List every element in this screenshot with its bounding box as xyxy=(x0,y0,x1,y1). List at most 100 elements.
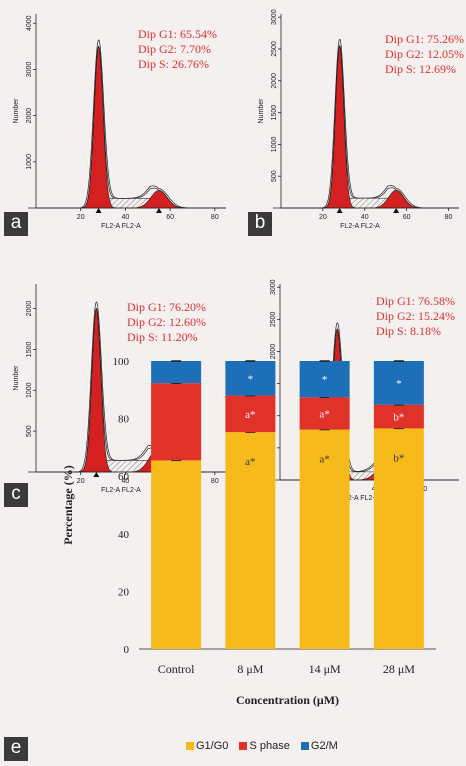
x-tick-label-c-0: 20 xyxy=(77,478,85,485)
y-tick-label-c-2: 1500 xyxy=(26,342,33,358)
x-axis-label-c: FL2-A FL2-A xyxy=(101,487,141,494)
y-tick-label-b-0: 500 xyxy=(271,170,278,182)
histogram-b-svg: 500 1000 1500 2000 2500 3000 20 40 60 80 FL2-A FL2… xyxy=(258,9,459,230)
bar-annotation-0-1: a* xyxy=(245,456,255,468)
bar-0-1 xyxy=(225,432,276,649)
bar-0-0 xyxy=(151,460,202,649)
x-tick-label-a-2: 60 xyxy=(166,214,174,221)
bar-annotation-2-2: * xyxy=(322,374,328,386)
bar-y-tick-label-0: 0 xyxy=(124,644,130,656)
bar-2-3 xyxy=(373,361,424,405)
panel-letter-e: e xyxy=(4,737,28,761)
x-tick-label-b-3: 80 xyxy=(445,214,453,221)
x-tick-label-a-1: 40 xyxy=(122,214,130,221)
legend-swatch-g1 xyxy=(186,742,194,751)
bar-annotation-1-2: a* xyxy=(319,408,329,420)
peak-marker-b-0 xyxy=(336,208,343,213)
stat-g2-b: Dip G2: 12.05% xyxy=(385,47,464,61)
x-tick-label-b-0: 20 xyxy=(319,214,327,221)
x-axis-label-a: FL2-A FL2-A xyxy=(101,223,141,230)
peak-marker-a-1 xyxy=(155,208,162,213)
y-tick-label-b-3: 2000 xyxy=(271,73,278,89)
peak-marker-a-0 xyxy=(95,208,102,213)
x-tick-label-c-3: 80 xyxy=(211,478,219,485)
bar-category-label-3: 28 μM xyxy=(383,662,415,676)
histogram-panel-b: 500 1000 1500 2000 2500 3000 20 40 60 80 FL2-A FL2… xyxy=(233,0,466,240)
y-tick-label-d-4: 2500 xyxy=(270,311,277,327)
bar-y-tick-label-2: 40 xyxy=(118,529,130,541)
y-tick-label-a-0: 1000 xyxy=(26,154,33,170)
stat-g2-d: Dip G2: 15.24% xyxy=(376,309,455,323)
y-tick-label-a-3: 4000 xyxy=(26,15,33,31)
legend-swatch-g2m xyxy=(300,742,309,751)
stat-g2-c: Dip G2: 12.60% xyxy=(127,315,206,329)
legend-label-s: S phase xyxy=(249,740,290,752)
y-tick-label-c-3: 2000 xyxy=(26,301,33,317)
stat-s-a: Dip S: 26.76% xyxy=(138,57,210,71)
stat-s-c: Dip S: 11.20% xyxy=(127,330,198,344)
y-tick-label-d-5: 3000 xyxy=(270,279,277,295)
x-tick-label-b-2: 60 xyxy=(403,214,411,221)
y-tick-label-a-1: 2000 xyxy=(26,108,33,124)
bar-1-0 xyxy=(151,383,202,461)
stat-s-b: Dip S: 12.69% xyxy=(385,62,457,76)
bar-annotation-2-1: * xyxy=(248,373,254,385)
legend-label-g2m: G2/M xyxy=(310,740,338,752)
legend-label-g1: G1/G0 xyxy=(196,740,229,752)
bar-2-0 xyxy=(151,361,202,384)
y-tick-label-b-1: 1000 xyxy=(271,137,278,153)
bar-y-tick-label-4: 80 xyxy=(118,414,130,426)
g1-peak-a xyxy=(80,45,117,209)
peak-marker-c-0 xyxy=(93,472,100,477)
bar-annotation-1-3: b* xyxy=(393,412,404,424)
x-axis-label-d: FL2-A FL2-A xyxy=(340,495,380,502)
bar-2-1 xyxy=(225,361,276,396)
stat-g1-d: Dip G1: 76.58% xyxy=(376,294,455,308)
x-tick-label-c-1: 40 xyxy=(122,478,130,485)
histogram-panel-a: 1000 2000 3000 4000 20 40 60 80 FL2-A FL2-A Numbe… xyxy=(0,0,233,240)
y-tick-label-c-1: 1000 xyxy=(26,382,33,398)
y-tick-label-b-4: 2500 xyxy=(271,41,278,57)
bar-y-tick-label-1: 20 xyxy=(118,586,130,598)
bar-1-1 xyxy=(225,395,276,433)
bar-1-2 xyxy=(299,397,350,430)
x-axis-label-b: FL2-A FL2-A xyxy=(340,223,380,230)
y-tick-label-b-2: 1500 xyxy=(271,105,278,121)
x-tick-label-b-1: 40 xyxy=(361,214,369,221)
panel-letter-b: b xyxy=(248,212,272,236)
y-axis-label-a: Number xyxy=(13,98,20,124)
bar-category-label-2: 14 μM xyxy=(309,662,341,676)
y-tick-label-b-5: 3000 xyxy=(271,9,278,25)
stat-g1-c: Dip G1: 76.20% xyxy=(127,300,206,314)
x-tick-label-a-3: 80 xyxy=(211,214,219,221)
stat-s-d: Dip S: 8.18% xyxy=(376,324,442,338)
bar-chart-panel: 0 20 40 60 80 100 Percentage (%) Control a* a* * 8 … xyxy=(0,340,466,761)
y-axis-label-c: Number xyxy=(13,365,20,391)
bar-category-label-1: 8 μM xyxy=(237,662,263,676)
histogram-a-svg: 1000 2000 3000 4000 20 40 60 80 FL2-A FL2-A Numbe… xyxy=(13,14,226,230)
bar-annotation-0-3: b* xyxy=(393,452,404,464)
g1-peak-b xyxy=(322,45,357,209)
x-tick-label-a-0: 20 xyxy=(77,214,85,221)
bar-annotation-1-1: a* xyxy=(245,409,255,421)
bar-category-label-0: Control xyxy=(158,662,195,676)
peak-marker-b-1 xyxy=(393,208,400,213)
stat-g2-a: Dip G2: 7.70% xyxy=(138,42,211,56)
y-tick-label-d-3: 2000 xyxy=(270,344,277,360)
bar-0-2 xyxy=(299,429,350,649)
bar-annotation-0-2: a* xyxy=(319,454,329,466)
panel-letter-c: c xyxy=(4,483,28,507)
bar-y-tick-label-5: 100 xyxy=(113,356,130,368)
legend-swatch-s xyxy=(239,742,248,751)
stat-g1-a: Dip G1: 65.54% xyxy=(138,27,217,41)
bar-annotation-2-3: * xyxy=(396,378,402,390)
y-axis-label-b: Number xyxy=(258,98,265,124)
bar-y-axis-label: Percentage (%) xyxy=(61,465,75,544)
stat-g1-b: Dip G1: 75.26% xyxy=(385,32,464,46)
bar-y-tick-label-3: 60 xyxy=(118,471,130,483)
y-tick-label-c-0: 500 xyxy=(26,425,33,437)
panel-letter-a: a xyxy=(4,212,28,236)
bar-legend: G1/G0 S phase G2/M xyxy=(186,740,338,752)
bar-0-3 xyxy=(373,428,424,649)
